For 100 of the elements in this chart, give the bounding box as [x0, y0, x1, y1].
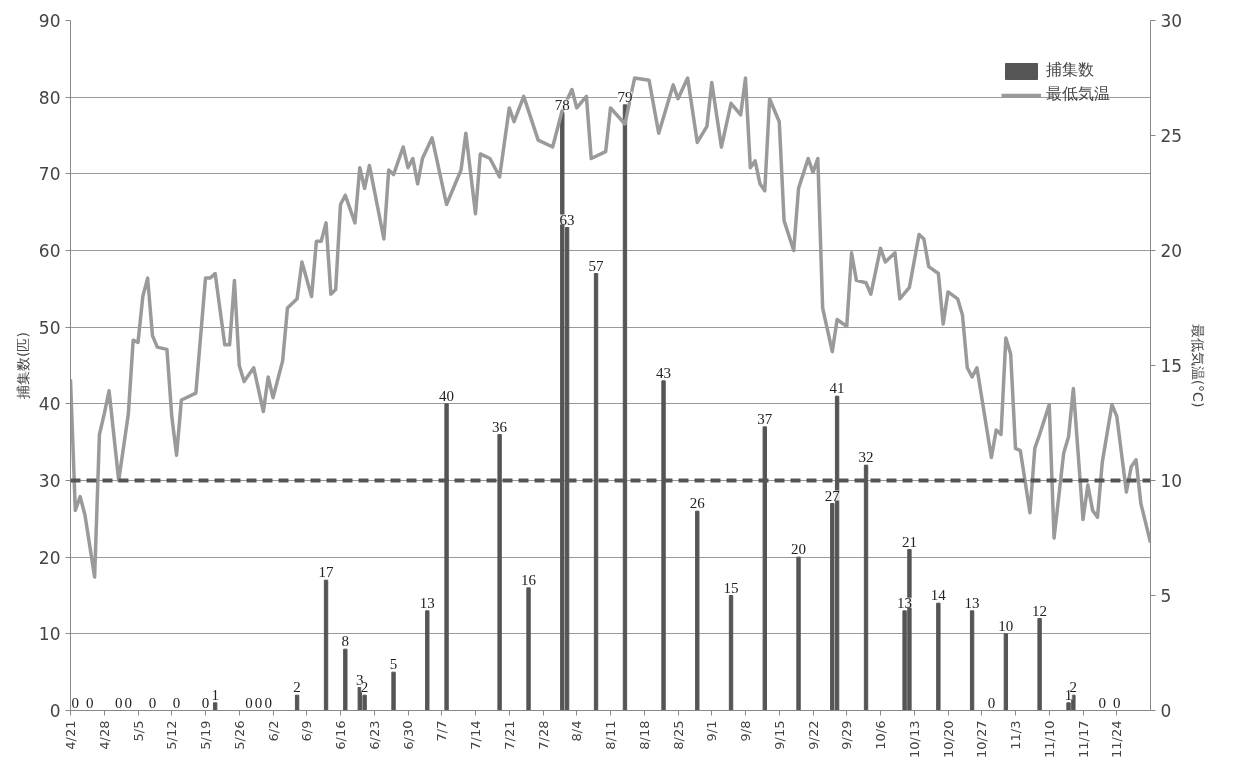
y-tick-label: 60 — [38, 241, 61, 261]
data-label: 37 — [757, 410, 773, 427]
x-tick-label: 11/17 — [1075, 720, 1091, 758]
data-label: 0 — [1113, 694, 1121, 711]
x-tick-label: 6/9 — [299, 720, 315, 742]
y2-tick-label: 30 — [1160, 11, 1183, 31]
y-tick-label: 70 — [38, 164, 61, 185]
data-label: 2 — [293, 679, 301, 696]
x-tick-label: 5/5 — [130, 720, 146, 742]
data-label: 0 — [114, 694, 123, 711]
x-tick-label: 7/7 — [434, 720, 450, 742]
data-label: 0 — [148, 694, 157, 711]
y-tick-label: 20 — [38, 547, 61, 568]
legend-label: 捕集数 — [1046, 60, 1094, 81]
y2-tick-label: 0 — [1160, 701, 1172, 721]
x-tick-label: 6/30 — [400, 720, 416, 750]
data-label: 63 — [559, 211, 575, 228]
y2-tick-label: 5 — [1160, 586, 1172, 606]
x-tick-label: 9/22 — [805, 720, 821, 750]
y-tick-label: 50 — [38, 317, 61, 338]
data-label: 43 — [656, 364, 672, 381]
x-tick-label: 8/18 — [636, 720, 652, 750]
data-label: 79 — [617, 88, 633, 105]
x-tick-label: 4/21 — [63, 720, 78, 750]
data-label: 0 — [124, 694, 133, 711]
data-label: 14 — [930, 587, 947, 604]
data-label: 2 — [1069, 679, 1078, 696]
y2-axis-title: 最低気温(°C) — [1190, 323, 1207, 408]
legend-label: 最低気温 — [1046, 84, 1110, 105]
bar — [969, 610, 975, 711]
data-label: 0 — [987, 694, 996, 711]
data-label: 12 — [1032, 602, 1048, 619]
y-tick-label: 10 — [38, 624, 61, 645]
bar — [695, 510, 700, 711]
data-label: 1 — [211, 686, 219, 703]
x-tick-label: 7/21 — [501, 720, 517, 750]
x-tick-label: 6/2 — [265, 720, 281, 742]
x-tick-label: 7/28 — [535, 720, 551, 750]
bar — [391, 671, 396, 711]
x-tick-label: 10/13 — [906, 720, 922, 758]
data-label: 5 — [389, 656, 398, 673]
data-label: 17 — [318, 564, 335, 581]
x-tick-label: 11/3 — [1008, 720, 1023, 750]
data-label: 27 — [824, 487, 841, 504]
bar — [936, 602, 941, 711]
bar — [526, 587, 531, 711]
data-label: 0 — [245, 694, 253, 711]
y-tick-label: 30 — [38, 471, 61, 491]
y-tick-label: 0 — [49, 701, 61, 721]
data-label: 20 — [791, 541, 807, 558]
y-tick-label: 90 — [38, 11, 61, 31]
x-tick-label: 10/6 — [873, 720, 888, 750]
x-tick-label: 6/16 — [333, 720, 348, 750]
y2-tick-label: 15 — [1160, 356, 1183, 376]
x-tick-label: 8/25 — [670, 720, 686, 750]
data-label: 15 — [723, 579, 739, 596]
data-label: 8 — [341, 633, 350, 650]
x-tick-label: 11/24 — [1109, 720, 1125, 758]
data-label: 0 — [201, 694, 210, 711]
data-label: 21 — [901, 533, 917, 550]
bar — [728, 595, 734, 711]
bar — [1003, 633, 1009, 711]
bar — [796, 556, 801, 711]
data-label: 0 — [1098, 694, 1107, 711]
data-label: 40 — [439, 387, 455, 404]
data-label: 0 — [86, 694, 94, 711]
x-tick-label: 5/26 — [231, 720, 247, 750]
data-label: 41 — [829, 380, 845, 397]
y2-tick-label: 25 — [1160, 126, 1183, 146]
x-tick-label: 10/27 — [974, 720, 990, 758]
x-tick-label: 5/19 — [198, 720, 213, 750]
x-tick-label: 6/23 — [366, 720, 382, 750]
data-label: 13 — [419, 594, 435, 611]
bar — [425, 610, 430, 711]
data-label: 0 — [71, 694, 80, 711]
x-tick-label: 5/12 — [164, 720, 180, 750]
bar — [343, 648, 348, 711]
data-label: 78 — [554, 96, 570, 113]
data-label: 13 — [964, 594, 980, 611]
data-label: 13 — [897, 594, 913, 611]
data-label: 57 — [588, 257, 605, 274]
x-tick-label: 9/15 — [771, 720, 787, 750]
x-tick-label: 9/29 — [839, 720, 855, 750]
data-label: 36 — [492, 418, 508, 435]
data-label: 26 — [689, 495, 706, 512]
data-label: 10 — [998, 617, 1014, 634]
x-tick-label: 4/28 — [96, 720, 112, 750]
data-label: 0 — [254, 694, 263, 711]
x-tick-label: 10/20 — [940, 720, 956, 758]
data-label: 0 — [264, 694, 272, 711]
y2-tick-label: 20 — [1160, 241, 1183, 261]
data-label: 0 — [172, 694, 181, 711]
x-tick-label: 9/8 — [738, 720, 753, 742]
x-tick-label: 11/10 — [1041, 720, 1057, 758]
x-tick-label: 7/14 — [468, 720, 483, 750]
bar — [212, 702, 218, 711]
y-tick-label: 80 — [38, 87, 61, 108]
bar — [323, 579, 329, 711]
bar — [1037, 618, 1042, 711]
y2-tick-label: 10 — [1160, 471, 1183, 491]
